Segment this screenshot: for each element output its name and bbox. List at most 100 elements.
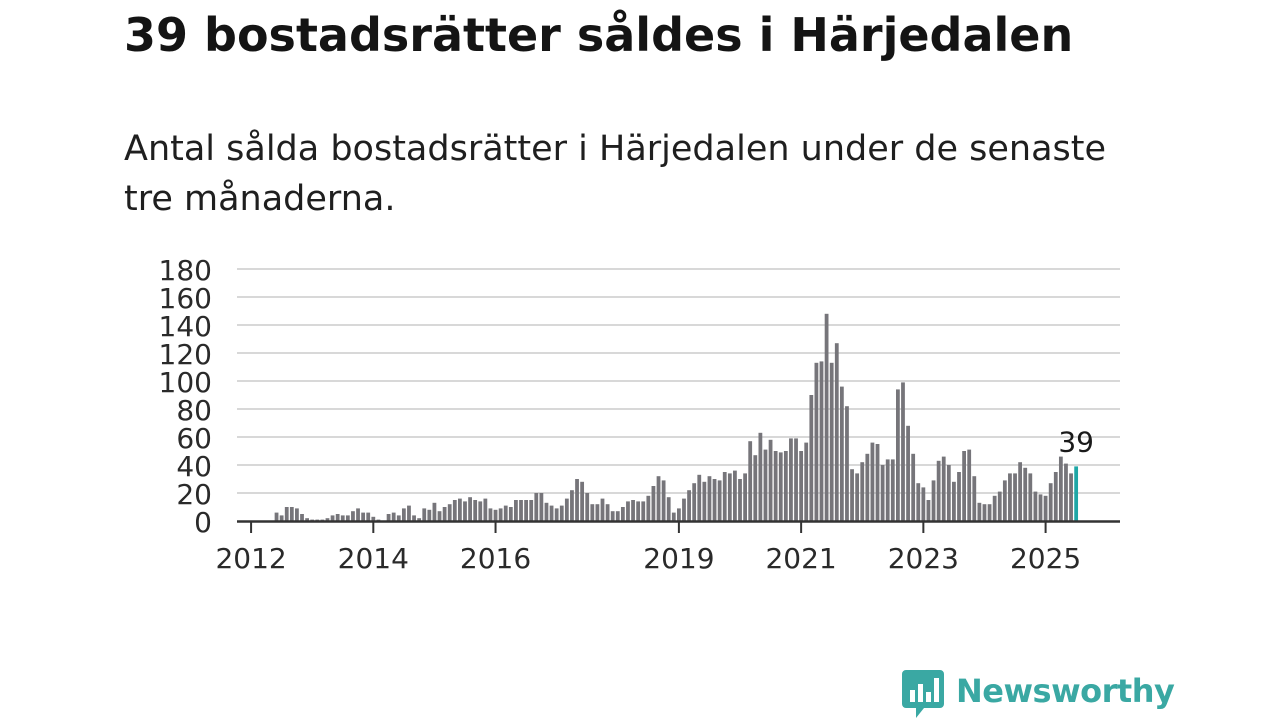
bar [300,514,304,521]
bar [1058,456,1063,521]
bar [707,476,712,521]
bar [473,500,478,521]
bar [468,497,472,521]
bar [437,511,442,521]
bar [850,469,854,521]
bar [498,508,503,521]
bar [626,501,630,521]
bar [401,508,406,521]
bar [722,472,727,521]
bar [885,459,890,521]
bar [432,502,437,521]
y-tick-label: 0 [194,506,212,539]
bar [442,507,447,521]
bar [575,479,579,521]
bar [692,483,697,521]
bar [412,515,416,521]
bar-highlight [1074,466,1079,521]
bar [860,462,865,521]
bar [452,500,457,521]
bar [1043,495,1048,521]
bar [880,465,885,521]
chart-subtitle: Antal sålda bostadsrätter i Härjedalen u… [124,129,1107,219]
bar [396,515,401,521]
bar [305,518,309,521]
bar [926,500,931,521]
bar [1053,472,1058,521]
bar [519,500,523,521]
bar [682,498,686,521]
bar [911,453,916,521]
y-tick-label: 120 [159,338,212,371]
x-tick-label: 2012 [215,542,286,575]
newsworthy-logo-icon [902,670,944,718]
bar [580,481,585,521]
y-tick-label: 20 [176,478,212,511]
chart-title: 39 bostadsrätter såldes i Härjedalen [124,8,1074,62]
bar [279,515,284,521]
bar [391,512,396,521]
bar [992,495,997,521]
bar [345,515,350,521]
bar [931,480,936,521]
bar [946,465,951,521]
bars [274,313,1079,521]
bar [977,502,982,521]
x-tick-label: 2016 [460,542,531,575]
bar [361,512,366,521]
bar [763,449,768,521]
bar [524,500,528,521]
bar [651,486,656,521]
y-tick-label: 100 [159,366,212,399]
bar [936,460,941,521]
bar [896,389,900,521]
bar [824,313,829,521]
bar [941,456,946,521]
bar [488,508,493,521]
bar [1023,467,1028,521]
newsworthy-logo: Newsworthy [902,670,1175,720]
bar [427,509,432,521]
bar [417,518,422,521]
bar [1008,473,1012,521]
bar [702,481,707,521]
gridlines [237,268,1120,494]
bar [493,509,498,521]
bar [967,449,972,521]
x-tick-label: 2025 [1010,542,1081,575]
bar [901,382,905,521]
bar [620,507,625,521]
bar [447,504,452,521]
bar [371,516,376,521]
bar [855,473,860,521]
bar [631,500,635,521]
bar [758,432,763,521]
bar [554,508,559,521]
bar [656,476,661,521]
bar [906,425,910,521]
bar [839,386,844,521]
bar [600,498,605,521]
bar [697,474,702,521]
bar [712,479,717,521]
bar [1048,483,1053,521]
bar [539,493,544,521]
bar [982,504,987,521]
bar [845,406,849,521]
bar [727,473,732,521]
bar [564,498,569,521]
bar [671,512,676,521]
bar [422,508,427,521]
bar [641,501,646,521]
bar [814,362,819,521]
bar [366,512,371,521]
bar [295,508,299,521]
bar [590,504,595,521]
bar [529,500,534,521]
bar [733,470,737,521]
bar [559,505,564,521]
bar [778,452,783,521]
bar [289,507,294,521]
bar [1064,463,1068,521]
